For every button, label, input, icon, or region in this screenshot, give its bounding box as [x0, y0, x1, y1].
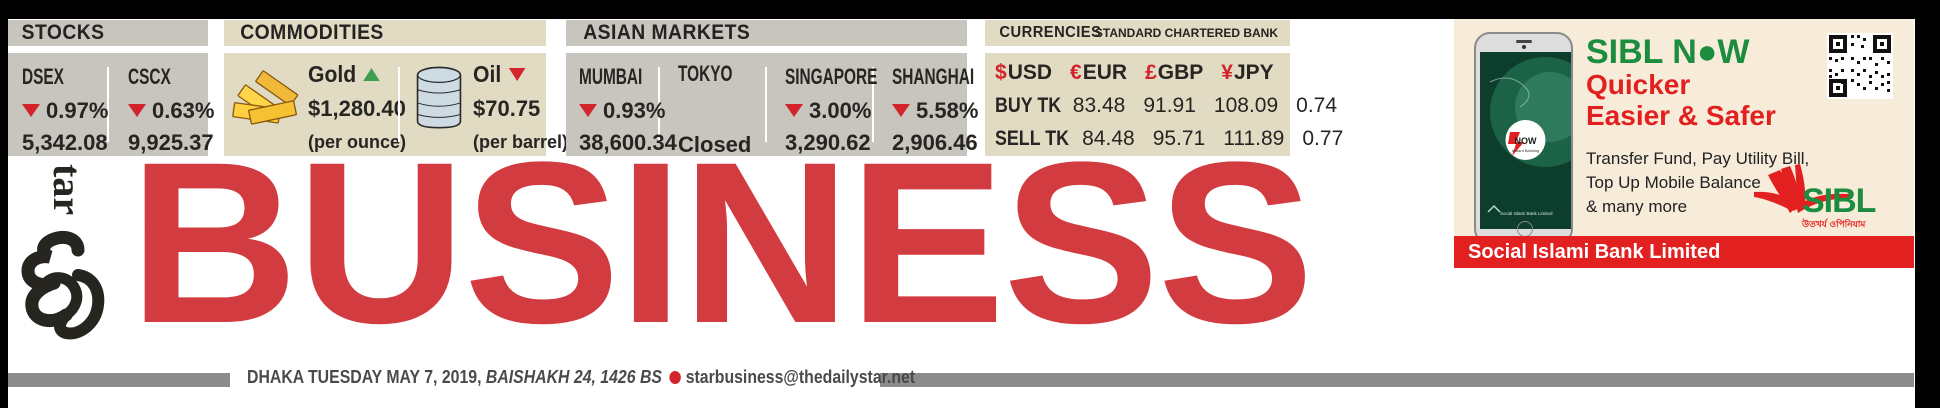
svg-text:SIBL: SIBL: [1802, 182, 1876, 220]
svg-text:Social Islami Bank Limited: Social Islami Bank Limited: [1500, 211, 1553, 216]
svg-text:tar: tar: [45, 164, 90, 215]
svg-text:NOW: NOW: [1515, 136, 1538, 146]
svg-text:উতখর্য ওপিনিযাম: উতখর্য ওপিনিযাম: [1801, 217, 1866, 229]
svg-text:Instant Banking: Instant Banking: [1512, 148, 1540, 153]
